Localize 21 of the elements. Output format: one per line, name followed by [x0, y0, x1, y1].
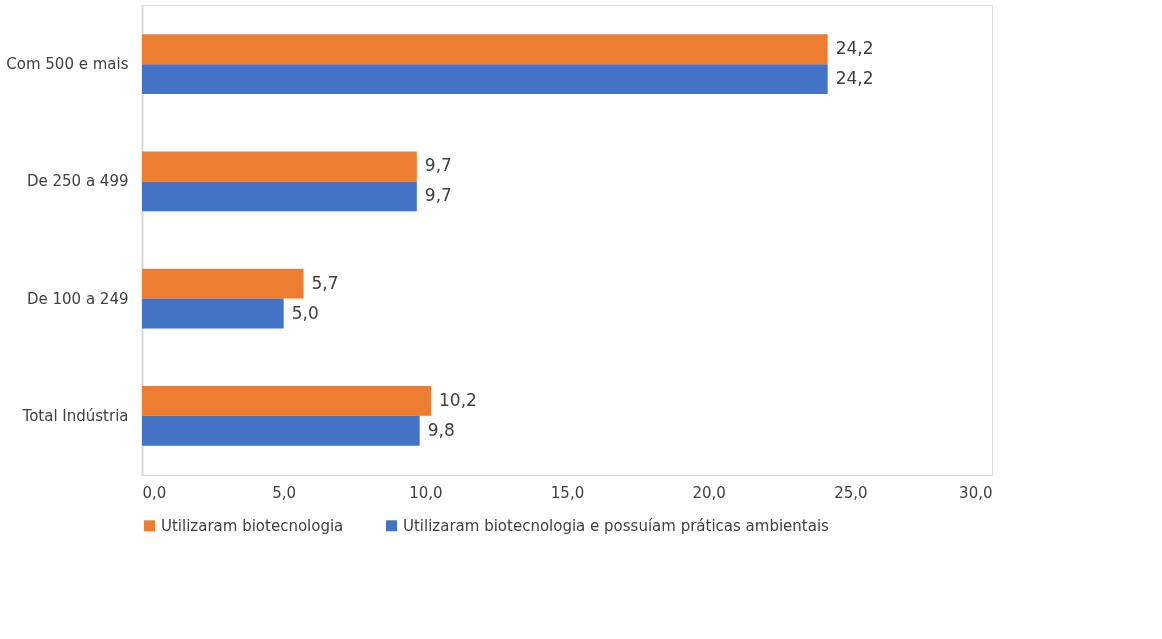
x-tick-label: 15,0 [550, 483, 585, 502]
data-label: 9,7 [424, 185, 452, 206]
x-tick-label: 20,0 [692, 483, 726, 502]
data-label: 10,2 [439, 389, 477, 410]
y-tick-label: De 100 a 249 [26, 289, 129, 308]
y-tick-label: Total Indústria [21, 406, 129, 425]
data-label: 9,7 [424, 155, 452, 176]
data-label: 9,8 [427, 419, 455, 440]
legend-label: Utilizaram biotecnologia [161, 516, 344, 535]
data-label: 5,0 [291, 302, 319, 323]
x-tick-label: 5,0 [272, 483, 297, 502]
x-tick-label: 30,0 [959, 483, 993, 502]
legend-label: Utilizaram biotecnologia e possuíam práticas ambientais [403, 516, 830, 535]
data-label: 24,2 [835, 68, 874, 89]
data-label: 5,7 [311, 272, 339, 293]
x-tick-label: 10,0 [409, 483, 443, 502]
y-tick-label: De 250 a 499 [26, 172, 129, 191]
x-tick-label: 0,0 [142, 483, 167, 502]
x-tick-label: 25,0 [834, 483, 868, 502]
y-tick-label: Com 500 e mais [6, 55, 129, 74]
data-label: 24,2 [835, 38, 874, 59]
